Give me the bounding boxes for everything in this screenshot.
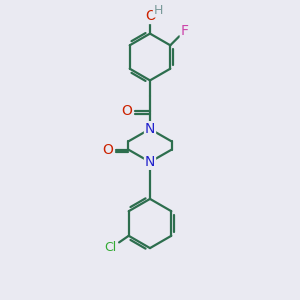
Text: H: H [154,4,163,17]
Text: O: O [122,104,132,118]
Text: F: F [181,24,189,38]
Text: N: N [145,155,155,169]
Text: N: N [145,122,155,136]
Text: O: O [102,142,113,157]
Text: Cl: Cl [105,241,117,254]
Text: O: O [146,9,156,23]
